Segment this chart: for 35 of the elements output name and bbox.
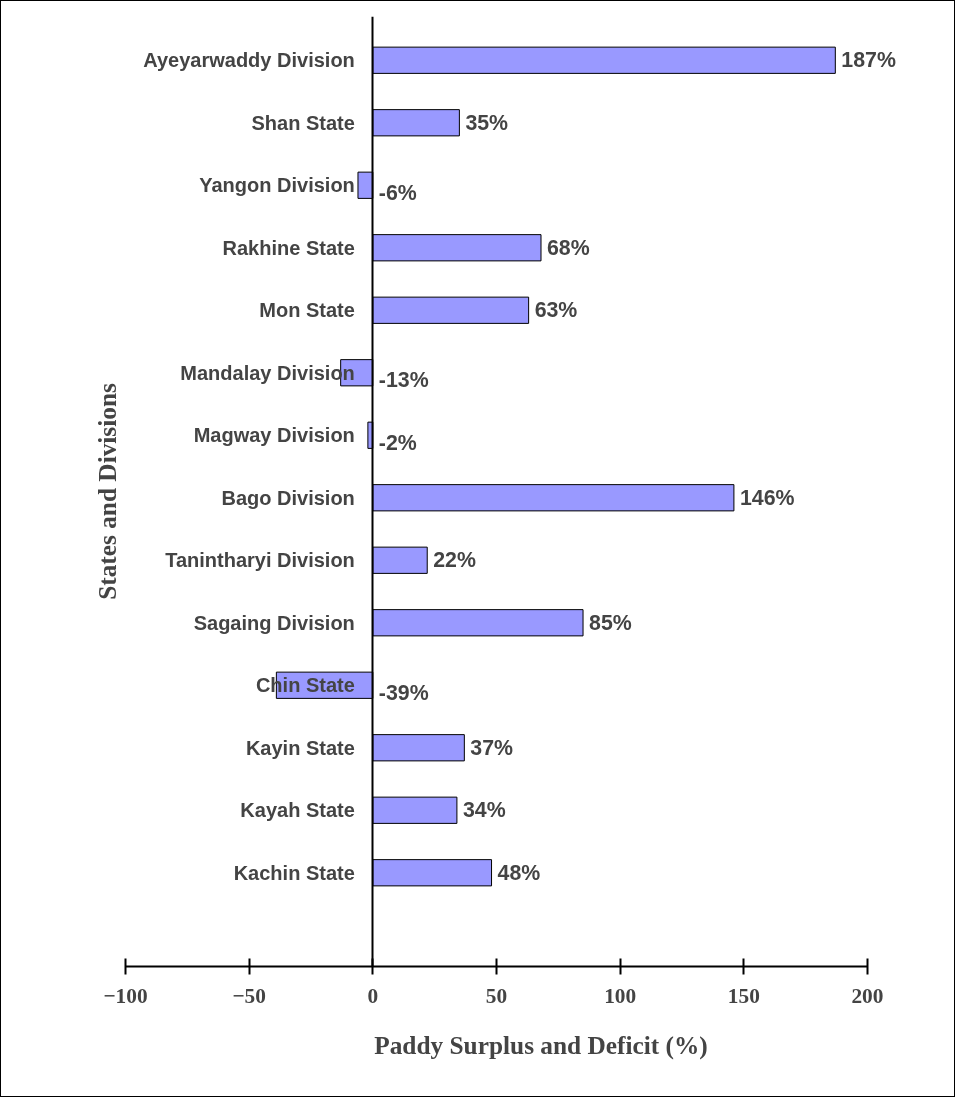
- data-label: 35%: [465, 110, 509, 135]
- x-tick-label: 200: [851, 983, 884, 1008]
- data-label: 146%: [739, 485, 795, 510]
- data-label: 187%: [841, 48, 896, 73]
- x-tick-label: 150: [727, 983, 760, 1008]
- y-tick-label: Kayin State: [245, 736, 355, 759]
- x-axis-title: Paddy Surplus and Deficit (%): [374, 1030, 708, 1060]
- y-tick-label: Sagaing Division: [193, 611, 355, 634]
- data-label: -2%: [378, 430, 417, 455]
- x-tick-label: 50: [485, 983, 508, 1008]
- y-tick-label: Kachin State: [233, 861, 355, 884]
- x-tick-label: −50: [232, 983, 266, 1008]
- data-label: 48%: [497, 860, 541, 885]
- data-label: 85%: [589, 610, 632, 635]
- data-label: 34%: [462, 798, 506, 823]
- y-axis-title: States and Divisions: [92, 382, 121, 600]
- y-tick-label: Rakhine State: [222, 236, 355, 259]
- x-tick-label: −100: [103, 983, 148, 1008]
- y-tick-label: Shan State: [251, 111, 355, 134]
- data-label: -39%: [378, 680, 429, 705]
- data-label: 22%: [433, 548, 476, 573]
- data-label: 68%: [547, 235, 590, 260]
- data-label: -6%: [378, 180, 417, 205]
- y-tick-label: Bago Division: [221, 486, 355, 509]
- y-tick-label: Mon State: [259, 299, 355, 322]
- y-tick-label: Ayeyarwaddy Division: [143, 49, 355, 72]
- data-label: -13%: [378, 368, 429, 393]
- y-tick-label: Magway Division: [193, 424, 355, 447]
- data-label: 63%: [534, 298, 578, 323]
- y-tick-label: Tanintharyi Division: [165, 549, 355, 572]
- y-tick-label: Yangon Division: [199, 174, 355, 197]
- x-tick-label: 100: [604, 983, 637, 1008]
- data-label: 37%: [470, 735, 514, 760]
- x-tick-label: 0: [367, 983, 379, 1008]
- y-tick-label: Kayah State: [240, 799, 355, 822]
